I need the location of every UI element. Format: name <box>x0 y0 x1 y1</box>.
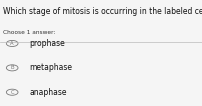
Text: Which stage of mitosis is occurring in the labeled cell: Which stage of mitosis is occurring in t… <box>3 7 202 16</box>
Text: C: C <box>10 90 14 95</box>
Circle shape <box>6 40 18 47</box>
Text: B: B <box>10 65 14 70</box>
Text: metaphase: metaphase <box>29 63 72 72</box>
Text: Choose 1 answer:: Choose 1 answer: <box>3 30 55 35</box>
Text: prophase: prophase <box>29 39 65 48</box>
Text: A: A <box>10 41 14 46</box>
Circle shape <box>6 89 18 95</box>
Circle shape <box>6 65 18 71</box>
Text: anaphase: anaphase <box>29 88 67 97</box>
